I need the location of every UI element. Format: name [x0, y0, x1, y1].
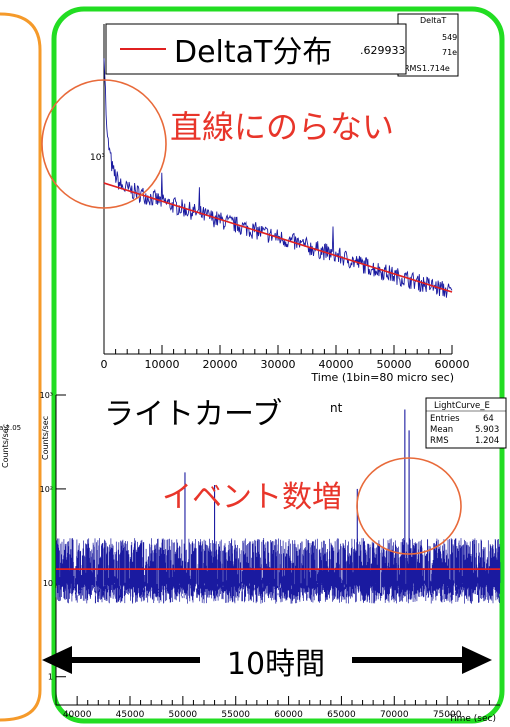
bottom-legend-label: ライトカーブ	[104, 397, 282, 432]
left-fragment-line: a 2.05	[0, 424, 21, 432]
bottom-legend-box	[98, 386, 324, 436]
top-ytick-1000: 10³	[90, 153, 105, 163]
bottom-stats-label-entries: Entries	[430, 414, 460, 424]
top-legend-label: DeltaT分布	[174, 35, 332, 70]
top-legend: DeltaT分布 .629933	[105, 23, 407, 75]
top-legend-value: .629933	[360, 44, 406, 57]
bottom-xtick-label: 45000	[116, 710, 145, 720]
bottom-xtick-label: 40000	[63, 710, 92, 720]
top-xtick-label: 0	[101, 358, 108, 371]
bottom-ytick-label: 1	[48, 673, 53, 682]
top-xtick-label: 10000	[145, 358, 180, 371]
top-xtick-label: 20000	[203, 358, 238, 371]
top-xtick-label: 60000	[435, 358, 470, 371]
top-annotation: 直線にのらない	[170, 108, 394, 146]
bottom-stats-label-rms: RMS	[430, 436, 449, 446]
top-xtick-label: 50000	[377, 358, 412, 371]
bottom-ytick-label: 10³	[40, 391, 53, 400]
bottom-chart: 40000 45000 50000 55000 60000 65000 70000 75000…	[40, 386, 507, 724]
bottom-stats-value-rms: 1.204	[475, 436, 499, 446]
top-x-label: Time (1bin=80 micro sec)	[310, 371, 454, 384]
orange-frame	[0, 12, 42, 722]
bottom-xtick-label: 70000	[380, 710, 409, 720]
bottom-x-ticks: 40000 45000 50000 55000 60000 65000 70000 75000	[63, 696, 490, 720]
top-series	[103, 58, 453, 298]
top-xtick-label: 40000	[319, 358, 354, 371]
top-histogram-line	[103, 58, 453, 298]
range-arrow: 10時間	[42, 640, 492, 682]
top-stats-value-3: 1.714e	[422, 64, 450, 73]
top-stats-name: DeltaT	[420, 16, 446, 25]
top-plot-area	[100, 20, 452, 360]
range-arrow-left-head	[42, 646, 72, 674]
top-x-ticks: 0 10000 20000 30000 40000 50000 60000	[101, 345, 470, 371]
bottom-x-label: Time (sec)	[448, 714, 496, 724]
bottom-xtick-label: 50000	[169, 710, 198, 720]
bottom-xtick-label: 60000	[274, 710, 303, 720]
bottom-stats-name: LightCurve_E	[434, 401, 490, 411]
top-chart: 0 10000 20000 30000 40000 50000 60000 10³ Time…	[41, 13, 470, 384]
bottom-stats-value-entries: 64	[483, 414, 494, 424]
bottom-y-ticks: 1 10 10² 10³	[40, 391, 66, 682]
bottom-xtick-label: 75000	[433, 710, 462, 720]
bottom-y-label: Counts/sec	[41, 416, 50, 460]
bottom-xtick-label: 55000	[221, 710, 250, 720]
bottom-highlight-circle	[356, 457, 462, 555]
top-stats-value-2: 71e	[442, 48, 457, 57]
range-label: 10時間	[227, 647, 325, 682]
bottom-ytick-label: 10²	[40, 485, 53, 494]
green-frame	[51, 6, 505, 724]
bottom-title-fragment: nt	[330, 401, 343, 415]
bottom-stats-box: LightCurve_E Entries 64 Mean 5.903 RMS 1…	[425, 397, 507, 449]
bottom-annotation: イベント数増	[162, 480, 342, 515]
top-stats-value-1: 549	[442, 33, 457, 42]
bottom-series	[55, 409, 501, 604]
bottom-stats-value-mean: 5.903	[475, 425, 499, 435]
top-highlight-circle	[41, 79, 167, 209]
bottom-stats-label-mean: Mean	[430, 425, 453, 435]
range-arrow-right-head	[462, 646, 492, 674]
bottom-ytick-label: 10	[43, 579, 53, 588]
bottom-xtick-label: 65000	[327, 710, 356, 720]
left-axis-fragment: Counts/sec	[1, 424, 10, 468]
top-xtick-label: 30000	[261, 358, 296, 371]
top-stats-label-rms: RMS	[404, 64, 422, 73]
top-stats-box: DeltaT 549 71e RMS 1.714e	[397, 13, 459, 77]
top-fit-line	[103, 182, 453, 293]
